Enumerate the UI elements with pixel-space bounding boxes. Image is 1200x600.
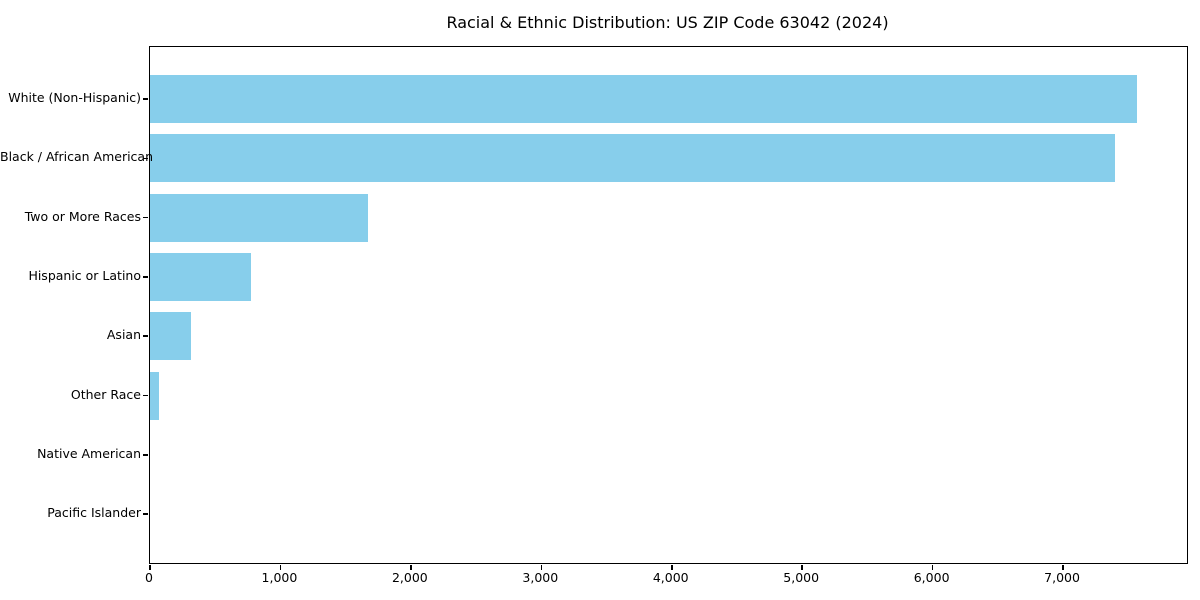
category-label: Other Race bbox=[70, 386, 141, 402]
x-tick-mark bbox=[540, 565, 543, 570]
y-tick-mark bbox=[143, 276, 148, 278]
x-tick-label: 2,000 bbox=[391, 570, 428, 585]
x-tick-mark bbox=[1062, 565, 1064, 570]
x-tick-mark bbox=[671, 565, 673, 570]
plot-area bbox=[143, 46, 1188, 570]
y-tick-mark bbox=[143, 157, 148, 160]
category-label: Black / African American bbox=[0, 149, 154, 165]
category-label: White (Non-Hispanic) bbox=[8, 90, 141, 105]
y-tick-mark bbox=[143, 98, 148, 100]
bar bbox=[150, 312, 192, 361]
y-tick-mark bbox=[143, 454, 148, 456]
y-tick-mark bbox=[143, 394, 148, 397]
x-tick-mark bbox=[149, 565, 151, 570]
bar bbox=[150, 371, 160, 420]
bar bbox=[150, 252, 252, 301]
category-label: Asian bbox=[106, 327, 141, 343]
x-tick-label: 0 bbox=[145, 570, 153, 585]
x-tick-mark bbox=[410, 565, 412, 570]
chart-title: Racial & Ethnic Distribution: US ZIP Cod… bbox=[446, 13, 889, 32]
category-label: Native American bbox=[37, 445, 141, 461]
x-tick-mark bbox=[931, 565, 934, 570]
x-tick-label: 7,000 bbox=[1044, 570, 1080, 585]
y-axis-labels: White (Non-Hispanic) Black / African Amer… bbox=[0, 46, 154, 562]
x-tick-label: 5,000 bbox=[783, 570, 820, 585]
y-tick-mark bbox=[143, 216, 148, 219]
x-tick-mark bbox=[279, 565, 282, 570]
x-tick-label: 6,000 bbox=[913, 570, 950, 585]
x-tick-mark bbox=[801, 565, 803, 570]
bar bbox=[150, 75, 1138, 123]
x-axis-labels: 0 1,000 2,000 3,000 4,000 5,000 6,000 7,000 bbox=[145, 570, 1186, 590]
bar bbox=[150, 134, 1116, 183]
category-label: Two or More Races bbox=[24, 208, 141, 224]
y-tick-mark bbox=[143, 335, 148, 337]
category-label: Pacific Islander bbox=[47, 505, 141, 521]
x-tick-label: 3,000 bbox=[522, 570, 559, 585]
category-label: Hispanic or Latino bbox=[28, 267, 141, 283]
x-tick-label: 1,000 bbox=[261, 570, 298, 585]
bar bbox=[150, 193, 368, 242]
x-tick-label: 4,000 bbox=[652, 570, 689, 585]
y-tick-mark bbox=[143, 513, 148, 515]
